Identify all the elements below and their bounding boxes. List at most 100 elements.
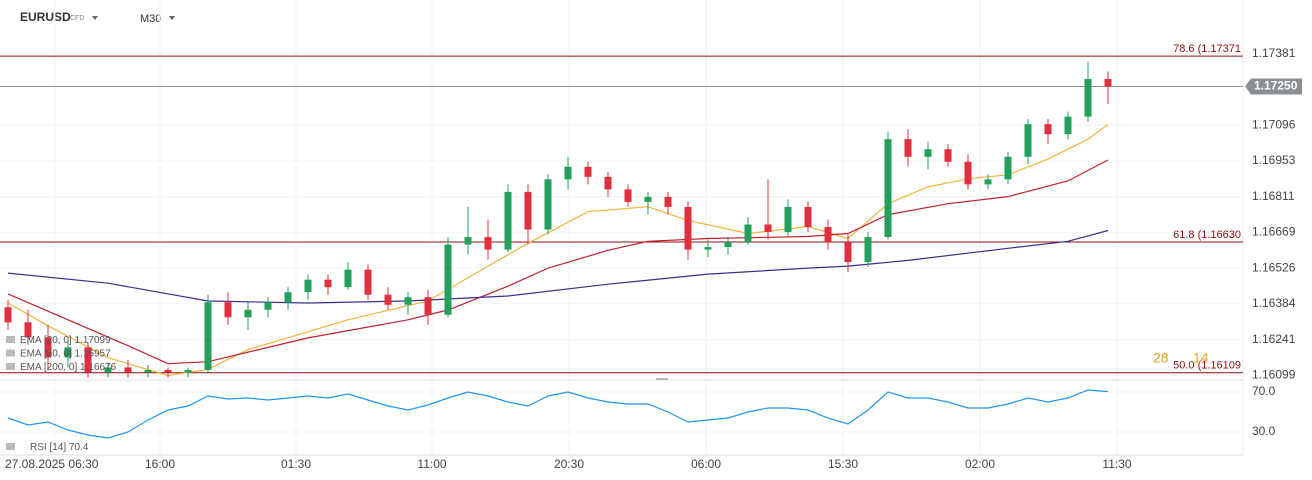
- rsi-tick-label: 70.0: [1252, 384, 1276, 398]
- legend-icon: [6, 336, 15, 343]
- y-tick-label: 1.17381: [1252, 46, 1296, 60]
- timeframe-dropdown[interactable]: [169, 16, 175, 20]
- candle-body: [1024, 124, 1032, 157]
- candle-body: [984, 179, 992, 185]
- candles: [4, 61, 1112, 378]
- candle-body: [1084, 79, 1092, 117]
- candle-body: [224, 302, 232, 318]
- candle-body: [284, 292, 292, 303]
- candle-body: [144, 369, 152, 373]
- candle-body: [564, 166, 572, 180]
- x-tick-label: 06:00: [691, 457, 721, 471]
- candle-body: [684, 206, 692, 250]
- legend-entry: EMA [200, 0] 1.16676: [20, 362, 117, 373]
- y-tick-label: 1.16953: [1252, 153, 1296, 167]
- y-tick-label: 1.16669: [1252, 224, 1296, 238]
- candle-body: [484, 237, 492, 250]
- candle-body: [664, 196, 672, 207]
- timer-label: 14: [1193, 350, 1209, 366]
- candle-body: [64, 347, 72, 358]
- rsi-name: RSI [14]: [30, 442, 66, 453]
- candle-body: [744, 224, 752, 243]
- x-tick-label: 27.08.2025 06:30: [5, 457, 99, 471]
- candle-body: [84, 347, 92, 373]
- candle-body: [824, 226, 832, 243]
- resize-handle[interactable]: [656, 378, 668, 380]
- candle-body: [164, 369, 172, 373]
- candle-body: [604, 176, 612, 190]
- symbol-dropdown[interactable]: [92, 16, 98, 20]
- candle-body: [324, 279, 332, 288]
- candle-body: [844, 242, 852, 263]
- y-tick-label: 1.16099: [1252, 367, 1296, 381]
- y-tick-label: 1.16526: [1252, 260, 1296, 274]
- x-tick-label: 20:30: [554, 457, 584, 471]
- candle-body: [1044, 124, 1052, 135]
- last-price-label: 1.17250: [1254, 79, 1298, 93]
- candle-body: [464, 237, 472, 245]
- candle-body: [784, 206, 792, 233]
- candle-body: [504, 191, 512, 250]
- legend-icon: [6, 363, 15, 370]
- x-tick-label: 15:30: [828, 457, 858, 471]
- candle-body: [964, 161, 972, 185]
- candle-body: [944, 149, 952, 162]
- legend-entry: EMA [50, 0] 1.16957: [20, 348, 111, 359]
- timer-label: 28: [1153, 350, 1169, 366]
- x-tick-label: 16:00: [145, 457, 175, 471]
- candle-body: [24, 322, 32, 338]
- rsi-tick-label: 30.0: [1252, 424, 1276, 438]
- candle-body: [304, 279, 312, 293]
- legend-entry: EMA [20, 0] 1.17099: [20, 335, 111, 346]
- x-tick-label: 02:00: [965, 457, 995, 471]
- legend-name: EMA [50, 0]: [20, 348, 72, 359]
- candle-body: [204, 302, 212, 370]
- legend-name: EMA [200, 0]: [20, 362, 77, 373]
- candle-body: [264, 302, 272, 310]
- candle-body: [1004, 156, 1012, 180]
- y-tick-label: 1.16384: [1252, 296, 1296, 310]
- candle-body: [804, 206, 812, 227]
- candle-body: [924, 149, 932, 157]
- candle-body: [884, 139, 892, 238]
- legend-value: 1.17099: [74, 335, 111, 346]
- legend-value: 1.16676: [80, 362, 117, 373]
- candle-body: [584, 166, 592, 177]
- legend-name: EMA [20, 0]: [20, 335, 72, 346]
- candle-body: [124, 367, 132, 373]
- candle-body: [4, 307, 12, 323]
- y-tick-label: 1.16241: [1252, 332, 1296, 346]
- level-label: 50.0 (1.16109: [1173, 360, 1241, 372]
- ema-line: [7, 229, 1109, 304]
- y-tick-label: 1.16811: [1252, 189, 1295, 203]
- candle-body: [104, 367, 112, 373]
- legend-icon: [6, 349, 15, 357]
- candle-body: [904, 139, 912, 157]
- candle-body: [444, 244, 452, 315]
- y-tick-label: 1.17096: [1252, 117, 1296, 131]
- candle-body: [764, 224, 772, 233]
- rsi-line: [7, 389, 1109, 439]
- timeframe[interactable]: M30: [140, 13, 161, 25]
- symbol[interactable]: EURUSD: [20, 10, 71, 24]
- x-tick-label: 11:00: [417, 457, 446, 471]
- rsi-legend: RSI [14] 70.4: [30, 442, 89, 453]
- candle-body: [524, 191, 532, 230]
- candle-body: [184, 369, 192, 373]
- candle-body: [404, 297, 412, 305]
- candle-body: [364, 269, 372, 295]
- candle-body: [864, 237, 872, 263]
- candle-body: [44, 337, 52, 358]
- candle-body: [384, 294, 392, 305]
- x-tick-label: 11:30: [1102, 457, 1131, 471]
- legend-value: 1.16957: [74, 348, 111, 359]
- candle-body: [344, 269, 352, 288]
- instrument: CFD: [70, 15, 84, 22]
- x-tick-label: 01:30: [281, 457, 311, 471]
- candle-body: [704, 247, 712, 250]
- last-price-badge: [1245, 78, 1302, 95]
- level-label: 61.8 (1.16630: [1173, 229, 1241, 241]
- candle-body: [624, 189, 632, 202]
